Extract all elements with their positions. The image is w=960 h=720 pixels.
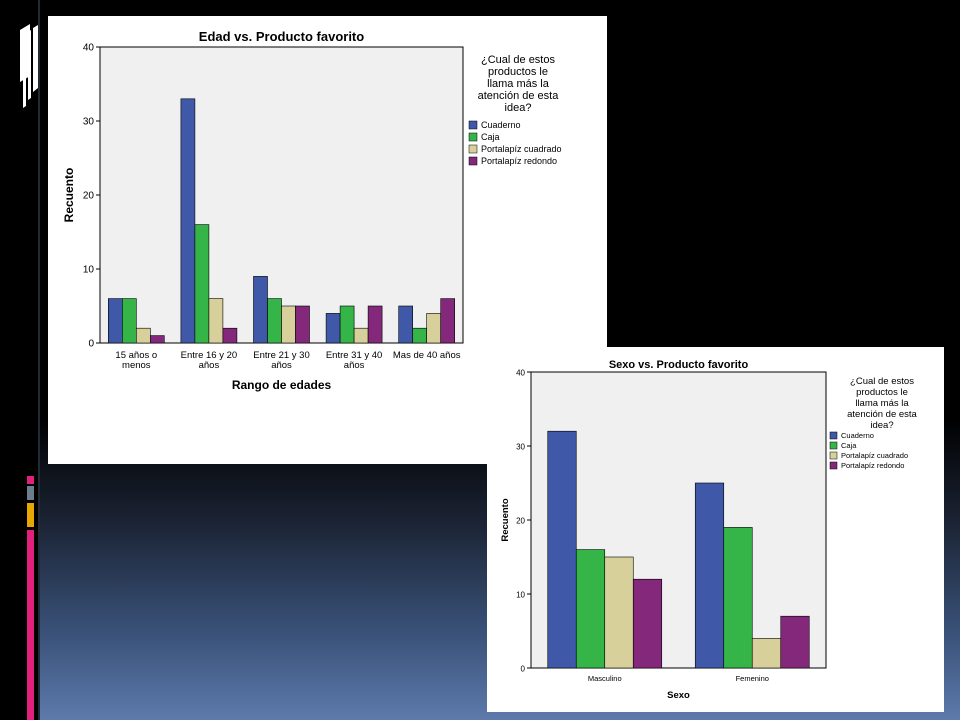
bar-caja-1 <box>723 527 753 669</box>
legend-entry-label: Cuaderno <box>841 431 874 440</box>
bar-caja-3 <box>339 305 355 344</box>
legend-swatch <box>829 451 838 460</box>
y-tick-label: 20 <box>83 191 95 202</box>
legend-swatch <box>829 441 838 450</box>
x-category-label: años <box>271 360 292 371</box>
legend-title-line: productos le <box>488 66 548 78</box>
bar-portalap-z-redondo-2 <box>295 305 310 344</box>
x-category-label: 15 años o <box>115 350 157 361</box>
accent-bar-pink-1 <box>27 476 34 484</box>
bar-cuaderno-1 <box>180 98 196 344</box>
bar-portalap-z-redondo-1 <box>222 327 238 344</box>
legend-entry-label: Cuaderno <box>481 120 521 130</box>
legend-swatch <box>468 120 478 130</box>
legend-title-line: atención de esta <box>478 90 560 102</box>
bar-portalap-z-redondo-1 <box>780 615 810 669</box>
legend-swatch <box>468 132 478 142</box>
bar-portalap-z-redondo-0 <box>150 335 165 344</box>
legend-entry-label: Portalapíz redondo <box>481 156 557 166</box>
chart-title: Edad vs. Producto favorito <box>199 29 364 44</box>
bar-cuaderno-0 <box>107 298 123 344</box>
bar-portalap-z-cuadrado-3 <box>353 327 369 344</box>
legend-title-line: llama más la <box>487 78 550 90</box>
y-tick-label: 20 <box>516 517 525 526</box>
x-category-label: años <box>344 360 365 371</box>
bar-portalap-z-cuadrado-1 <box>751 638 782 669</box>
legend-entry-label: Portalapíz cuadrado <box>481 144 562 154</box>
x-category-label: años <box>199 360 220 371</box>
bar-portalap-z-redondo-4 <box>440 298 456 344</box>
bar-caja-0 <box>122 298 137 344</box>
y-tick-label: 10 <box>516 591 525 600</box>
chart-panel-sexo: Sexo vs. Producto favorito 0 10 20 30 40 Recue… <box>487 347 944 712</box>
bar-cuaderno-2 <box>253 276 268 344</box>
bar-caja-1 <box>194 224 210 344</box>
chart-edad-vs-producto: Edad vs. Producto favorito 0 10 20 30 40 Recue… <box>62 29 562 392</box>
x-category-label: Entre 31 y 40 <box>326 350 383 361</box>
x-category-label: Mas de 40 años <box>393 350 461 361</box>
legend-swatch <box>829 461 838 470</box>
slide-left-divider <box>38 0 40 720</box>
chart-title: Sexo vs. Producto favorito <box>609 359 749 371</box>
x-category-label: menos <box>122 360 151 371</box>
y-tick-label: 40 <box>83 43 95 54</box>
bar-portalap-z-cuadrado-4 <box>426 313 442 344</box>
bar-portalap-z-cuadrado-2 <box>281 305 296 344</box>
bar-caja-4 <box>412 327 428 344</box>
legend-entry-label: Portalapíz redondo <box>841 461 904 470</box>
chart-sexo-vs-producto: Sexo vs. Producto favorito 0 10 20 30 40 Recue… <box>500 359 918 701</box>
accent-bar-pink-2 <box>27 530 34 720</box>
slide-decoration-icon <box>20 24 38 108</box>
y-tick-label: 0 <box>88 339 94 350</box>
legend-title-line: idea? <box>870 420 893 431</box>
bar-cuaderno-0 <box>547 430 577 669</box>
x-category-label: Entre 21 y 30 <box>253 350 310 361</box>
x-axis-label: Rango de edades <box>232 378 332 392</box>
accent-bar-gray <box>27 486 34 500</box>
legend-title-line: productos le <box>856 387 908 398</box>
y-tick-label: 10 <box>83 265 95 276</box>
y-axis-label: Recuento <box>62 168 76 223</box>
y-tick-label: 30 <box>516 443 525 452</box>
bar-portalap-z-redondo-3 <box>367 305 383 344</box>
y-tick-label: 0 <box>521 665 526 674</box>
bar-cuaderno-1 <box>694 482 725 669</box>
bar-portalap-z-cuadrado-0 <box>604 556 634 669</box>
legend-entry-label: Caja <box>481 132 500 142</box>
x-category-label: Femenino <box>736 674 769 683</box>
legend-swatch <box>468 156 478 166</box>
legend-entry-label: Portalapíz cuadrado <box>841 451 908 460</box>
legend-title-line: idea? <box>505 102 532 114</box>
legend-entry-label: Caja <box>841 441 857 450</box>
legend-title-line: llama más la <box>855 398 909 409</box>
x-category-label: Entre 16 y 20 <box>181 350 238 361</box>
legend-title-line: ¿Cual de estos <box>481 54 555 66</box>
y-axis-label: Recuento <box>500 498 511 541</box>
bar-caja-2 <box>267 298 282 344</box>
bar-portalap-z-cuadrado-0 <box>136 327 151 344</box>
bar-caja-0 <box>575 549 606 669</box>
x-axis-label: Sexo <box>667 690 690 701</box>
legend-title-line: atención de esta <box>847 409 917 420</box>
x-category-label: Masculino <box>588 674 622 683</box>
plot-area <box>99 46 464 344</box>
accent-bar-gold <box>27 503 34 527</box>
bar-cuaderno-3 <box>325 313 341 344</box>
legend-title-line: ¿Cual de estos <box>850 376 914 387</box>
legend-swatch <box>829 431 838 440</box>
legend-swatch <box>468 144 478 154</box>
y-tick-label: 40 <box>516 369 525 378</box>
bar-portalap-z-redondo-0 <box>632 578 663 669</box>
bar-cuaderno-4 <box>398 305 414 344</box>
y-tick-label: 30 <box>83 117 95 128</box>
bar-portalap-z-cuadrado-1 <box>208 298 224 344</box>
